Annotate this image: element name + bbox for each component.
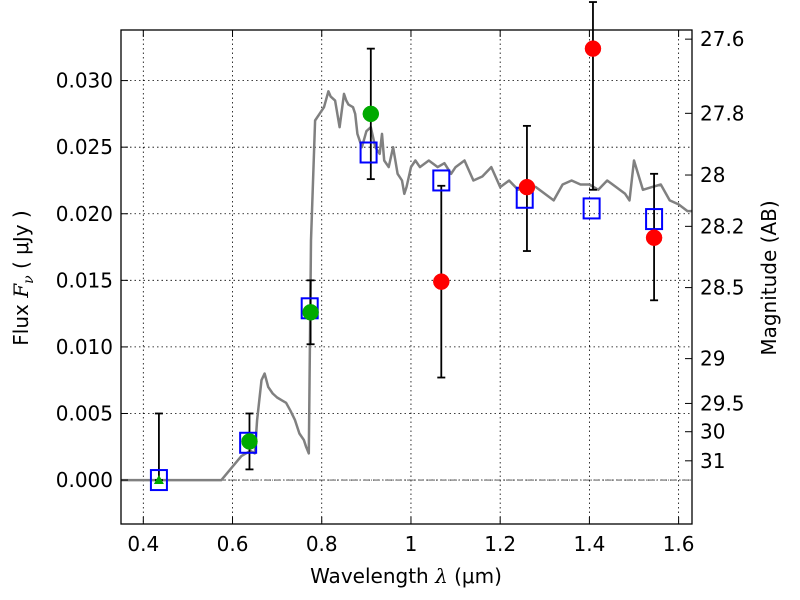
circle-marker	[302, 304, 319, 321]
mag-tick-label: 27.6	[700, 27, 745, 51]
square-marker	[582, 197, 601, 220]
circle-marker	[645, 229, 663, 246]
y-axis-title-symbol: F	[9, 283, 33, 299]
x-axis-title-unit: (μm)	[448, 564, 502, 588]
mag-tick-label: 30	[700, 420, 725, 444]
triangle-marker	[153, 475, 164, 485]
plot-frame	[120, 29, 693, 525]
circle-marker	[241, 433, 258, 450]
y-axis-title-subscript: ν	[21, 275, 37, 284]
mag-tick-label: 31	[700, 449, 725, 473]
data-markers	[149, 40, 664, 492]
mag-tick-label: 28.2	[700, 214, 745, 238]
square-marker	[432, 169, 451, 192]
mag-tick-label: 29	[700, 347, 725, 371]
mag-tick-label: 28.5	[700, 276, 745, 300]
square-marker	[645, 208, 664, 231]
circle-marker	[518, 178, 536, 196]
x-axis-title: Wavelength λ (μm)	[310, 564, 502, 588]
error-bars	[154, 1, 659, 481]
y-axis-title: Flux Fν ( μJy )	[9, 210, 37, 345]
y-tick-label: 0.025	[56, 135, 113, 159]
y-tick-label: 0.030	[56, 69, 113, 93]
x-tick-label: 1	[405, 532, 418, 556]
x-tick-label: 0.4	[127, 532, 159, 556]
grid-lines	[121, 30, 692, 524]
circle-marker	[433, 273, 450, 290]
mag-tick-label: 28	[700, 163, 725, 187]
x-tick-label: 1.6	[663, 532, 695, 556]
y-axis-title-unit: ( μJy )	[9, 210, 33, 275]
x-tick-label: 0.8	[306, 532, 338, 556]
y-axis-title-prefix: Flux	[9, 298, 33, 346]
x-axis-title-prefix: Wavelength	[310, 564, 435, 588]
x-tick-label: 1.4	[573, 532, 605, 556]
square-marker	[359, 141, 378, 164]
y-tick-label: 0.005	[56, 401, 113, 425]
circle-marker	[584, 40, 602, 57]
x-tick-label: 1.2	[484, 532, 516, 556]
x-tick-label: 0.6	[217, 532, 249, 556]
y-tick-label: 0.020	[56, 202, 113, 226]
y-tick-label: 0.010	[56, 335, 113, 359]
x-axis-title-symbol: λ	[434, 564, 448, 588]
axis-ticks	[121, 30, 692, 524]
y-tick-label: 0.000	[56, 468, 113, 492]
mag-tick-label: 27.8	[700, 101, 745, 125]
y2-axis-title: Magnitude (AB)	[757, 200, 781, 355]
square-marker	[149, 469, 168, 492]
model-spectrum-line	[121, 90, 692, 482]
model-spectrum-layer	[121, 90, 692, 482]
axis-tick-labels: 0.4 0.6 0.8 1 1.2 1.4 1.6 0.000 0.005 0.010 0.015 0…	[56, 27, 745, 556]
y-tick-label: 0.015	[56, 268, 113, 292]
mag-tick-label: 29.5	[700, 391, 745, 415]
circle-marker	[362, 105, 380, 123]
